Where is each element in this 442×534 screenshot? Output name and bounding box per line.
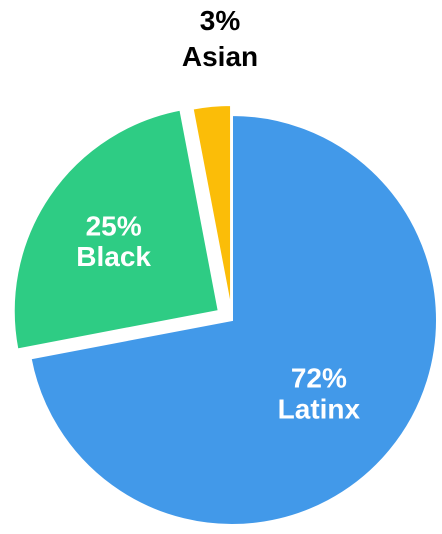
slice-category-label-latinx: Latinx xyxy=(278,393,361,424)
slice-category-label-black: Black xyxy=(76,241,151,272)
pie-slice-asian xyxy=(191,104,233,311)
slice-category-label-asian: Asian xyxy=(182,41,258,72)
slice-value-label-latinx: 72% xyxy=(291,363,347,394)
pie-slice-black xyxy=(12,108,220,351)
pie-slice-latinx xyxy=(29,113,438,526)
slice-value-label-asian: 3% xyxy=(200,5,241,36)
slice-value-label-black: 25% xyxy=(86,210,142,241)
